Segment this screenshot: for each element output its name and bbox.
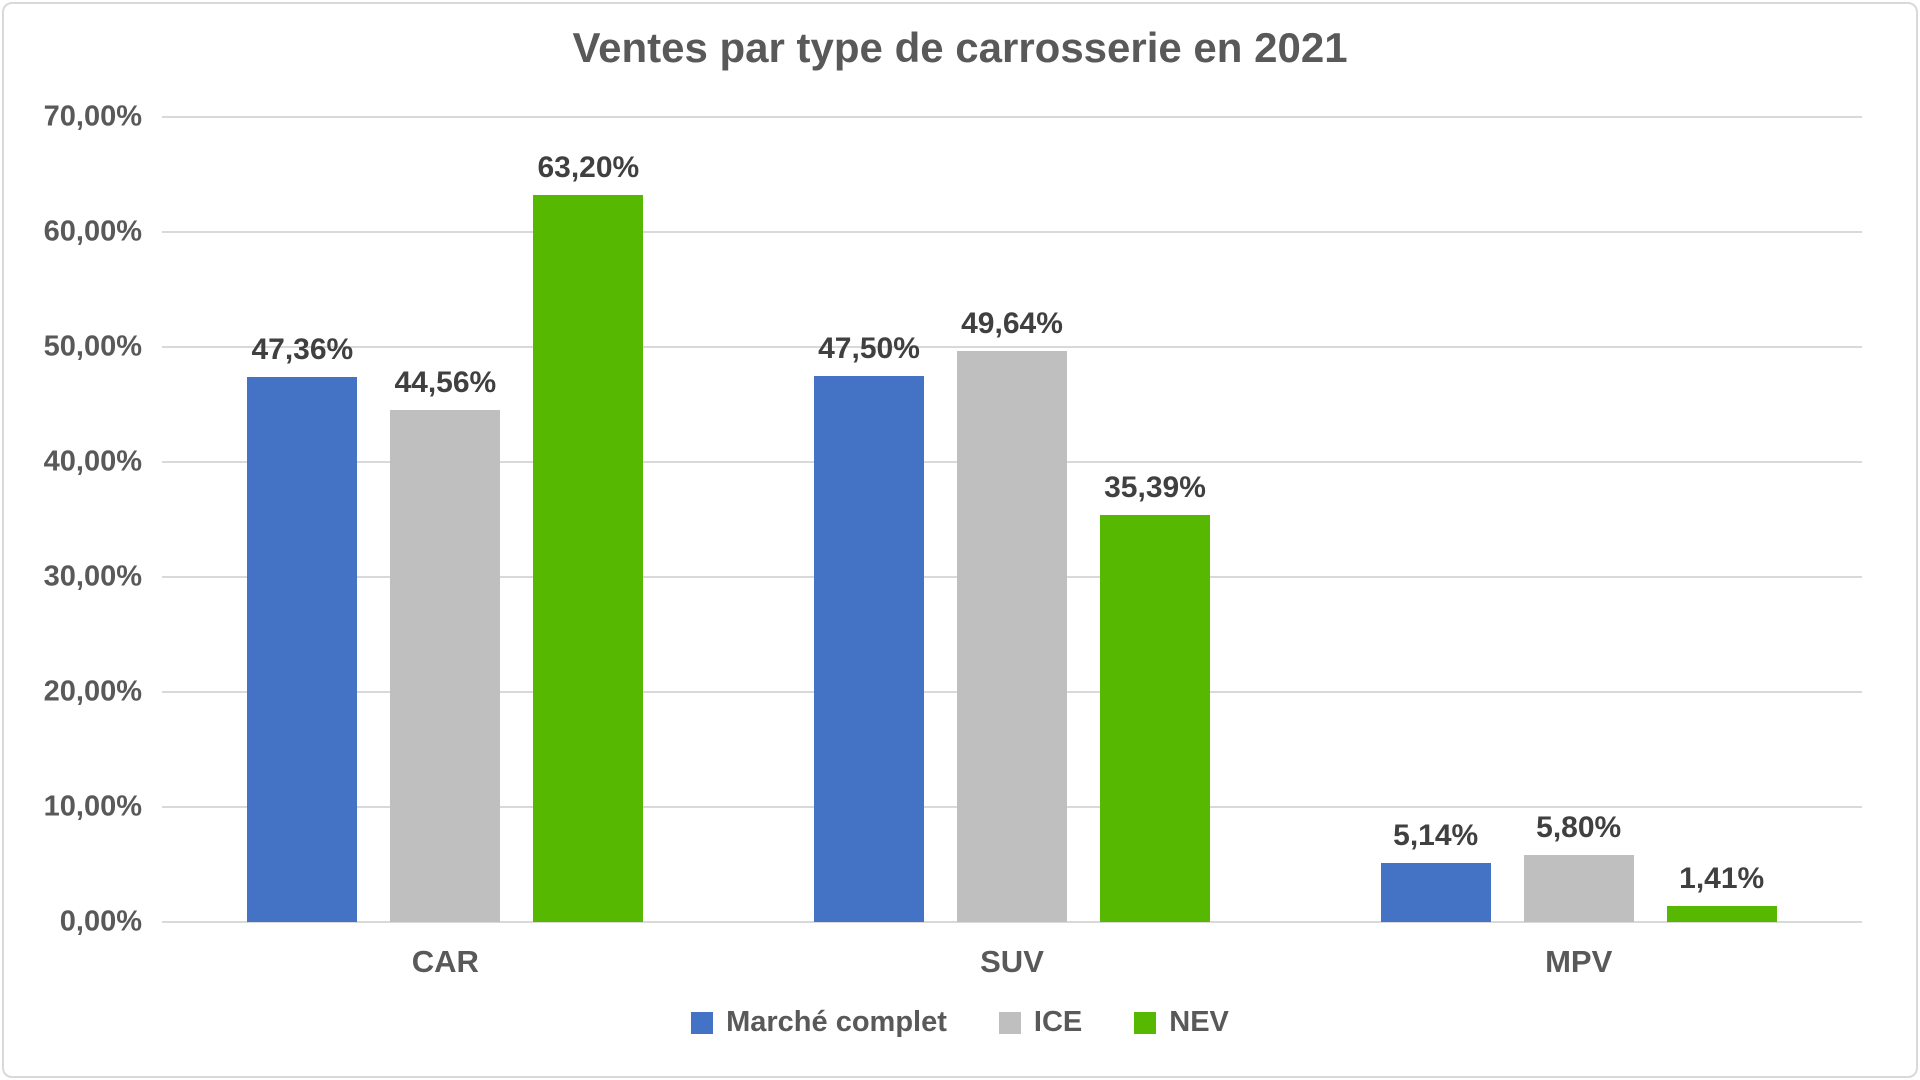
legend-item-marché-complet: Marché complet xyxy=(691,1006,947,1039)
data-label: 47,36% xyxy=(251,333,354,367)
y-tick-label: 0,00% xyxy=(59,905,142,938)
y-tick-label: 60,00% xyxy=(43,215,142,248)
data-label: 1,41% xyxy=(1679,861,1765,895)
legend: Marché complet ICE NEV xyxy=(4,1006,1916,1039)
bar-ice-car: 44,56% xyxy=(390,366,501,922)
y-axis-tick-labels: 70,00% 60,00% 50,00% 40,00% 30,00% 20,00% 10,0… xyxy=(44,101,1862,938)
bar-marché-complet-car: 47,36% xyxy=(247,333,358,922)
plot-area: 70,00% 60,00% 50,00% 40,00% 30,00% 20,00% 10,0… xyxy=(44,101,1862,938)
x-axis-label-suv: SUV xyxy=(980,944,1044,979)
legend-swatch-icon xyxy=(998,1011,1021,1034)
legend-item-ice: ICE xyxy=(998,1006,1083,1039)
bars-layer: 47,36% 44,56% 63,20% 47,50% 49,64% 35,39% 5,14… xyxy=(162,117,1862,922)
gridline xyxy=(162,346,1862,348)
bar-marché-complet-mpv: 5,14% xyxy=(1380,819,1491,922)
bar-nev-suv: 35,39% xyxy=(1100,471,1210,922)
legend-item-nev: NEV xyxy=(1134,1006,1229,1039)
gridline xyxy=(162,231,1862,233)
legend-label: NEV xyxy=(1169,1006,1229,1038)
gridline xyxy=(162,921,1862,923)
data-label: 47,50% xyxy=(818,331,920,365)
data-label: 49,64% xyxy=(961,307,1063,341)
y-tick-label: 20,00% xyxy=(43,675,142,708)
legend-label: ICE xyxy=(1033,1006,1083,1038)
bar-marché-complet-suv: 47,50% xyxy=(814,332,924,922)
gridline xyxy=(162,116,1862,118)
bar-groups: 47,36% 44,56% 63,20% 47,50% 49,64% 35,39% 5,14… xyxy=(162,117,1862,922)
data-label: 35,39% xyxy=(1104,471,1206,505)
legend-swatch-icon xyxy=(691,1011,714,1034)
y-tick-label: 10,00% xyxy=(43,790,142,823)
bar-group-mpv: 5,14% 5,80% 1,41% xyxy=(1295,117,1862,922)
chart-title: Ventes par type de carrosserie en 2021 xyxy=(572,24,1348,71)
legend-label: Marché complet xyxy=(726,1006,947,1038)
y-tick-label: 50,00% xyxy=(43,330,142,363)
x-axis-label-car: CAR xyxy=(411,944,479,979)
data-label: 63,20% xyxy=(537,151,640,185)
bar-ice-mpv: 5,80% xyxy=(1523,811,1634,922)
bar-nev-car: 63,20% xyxy=(533,151,644,922)
y-tick-label: 40,00% xyxy=(43,445,142,478)
x-axis-label-mpv: MPV xyxy=(1545,944,1613,979)
bar-group-suv: 47,50% 49,64% 35,39% xyxy=(729,117,1296,922)
data-label: 5,14% xyxy=(1393,818,1479,852)
data-label: 44,56% xyxy=(394,365,497,399)
bar-nev-mpv: 1,41% xyxy=(1666,862,1777,922)
bar-group-car: 47,36% 44,56% 63,20% xyxy=(162,117,729,922)
bar-ice-suv: 49,64% xyxy=(957,307,1067,922)
x-axis-labels: CAR SUV MPV xyxy=(162,944,1862,980)
legend-swatch-icon xyxy=(1134,1011,1157,1034)
y-tick-label: 30,00% xyxy=(43,560,142,593)
data-label: 5,80% xyxy=(1536,811,1622,845)
y-tick-label: 70,00% xyxy=(43,100,142,133)
